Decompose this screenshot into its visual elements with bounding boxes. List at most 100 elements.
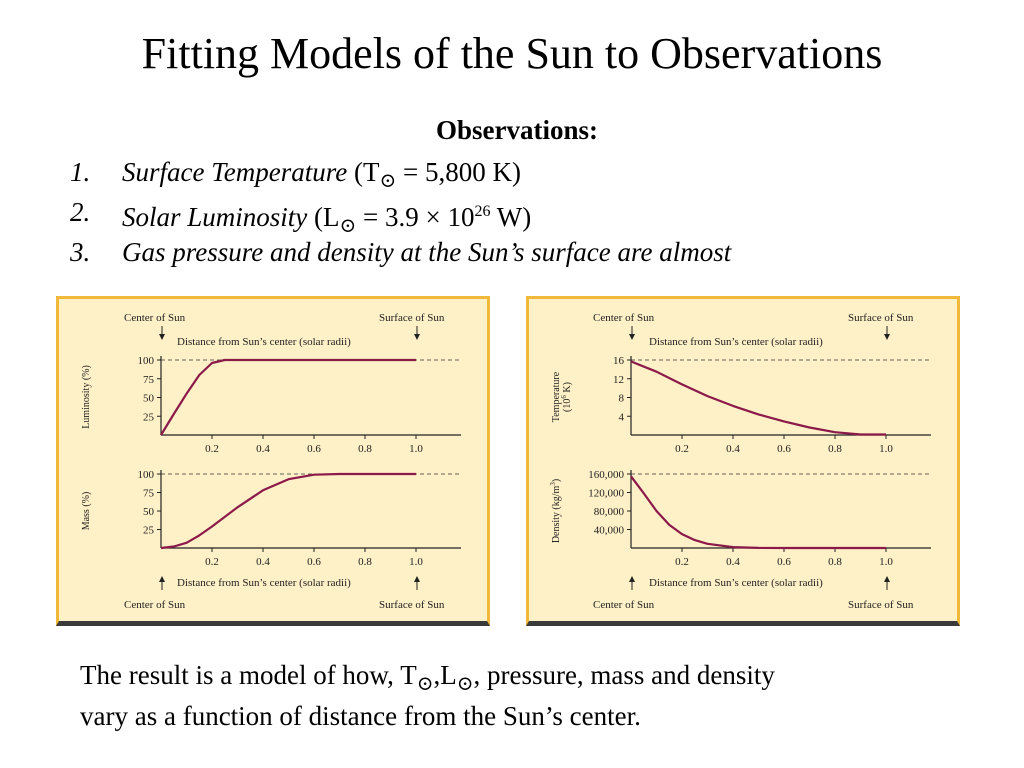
arrow-down-icon <box>159 334 165 340</box>
item-continuation: zero <box>122 265 168 277</box>
left-chart-panel: Center of Sun Surface of Sun Distance from… <box>56 296 490 626</box>
y-tick-label: 50 <box>143 393 155 405</box>
data-curve <box>160 472 416 550</box>
x-tick-label: 0.6 <box>307 556 321 568</box>
axis-caption: Distance from Sun’s center (solar radii) <box>177 336 351 348</box>
data-curve <box>630 360 886 436</box>
center-of-sun-label: Center of Sun <box>124 599 186 611</box>
x-tick-label: 0.2 <box>675 556 689 568</box>
axis-caption: Distance from Sun’s center (solar radii) <box>177 577 351 589</box>
x-tick-label: 0.6 <box>777 556 791 568</box>
x-tick-label: 1.0 <box>409 556 423 568</box>
y-axis-label-part: ) <box>551 479 562 482</box>
result-line2: vary as a function of distance from the … <box>80 701 641 731</box>
y-tick-label: 12 <box>613 374 624 386</box>
x-tick-label: 1.0 <box>409 443 423 455</box>
x-tick-label: 1.0 <box>879 556 893 568</box>
sun-symbol-icon: ⊙ <box>416 673 434 695</box>
y-axis-label-part: (10 <box>562 399 573 412</box>
surface-of-sun-label: Surface of Sun <box>379 599 445 611</box>
left-chart-svg: Center of Sun Surface of Sun Distance from… <box>81 312 461 611</box>
arrow-up-icon <box>414 576 420 582</box>
center-of-sun-label: Center of Sun <box>593 312 655 324</box>
x-tick-label: 0.2 <box>205 556 219 568</box>
arrow-up-icon <box>629 576 635 582</box>
y-tick-label: 8 <box>619 393 625 405</box>
observation-item-2: 2. Solar Luminosity (L⊙ = 3.9 × 1026 W) <box>70 195 950 237</box>
axis-caption: Distance from Sun’s center (solar radii) <box>649 577 823 589</box>
sun-symbol-icon: ⊙ <box>456 673 474 695</box>
y-axis-label-part: Temperature <box>551 371 562 422</box>
item-open: (T <box>347 157 380 187</box>
x-tick-label: 0.4 <box>256 556 270 568</box>
sun-symbol-icon: ⊙ <box>339 215 357 237</box>
right-chart-panel: Center of Sun Surface of Sun Distance from… <box>526 296 960 626</box>
x-tick-label: 0.8 <box>828 443 842 455</box>
observation-item-1: 1. Surface Temperature (T⊙ = 5,800 K) <box>70 155 950 195</box>
item-times: × 10 <box>418 202 475 232</box>
item-exponent: 26 <box>474 203 491 220</box>
right-chart-svg: Center of Sun Surface of Sun Distance from… <box>549 312 931 611</box>
y-tick-label: 50 <box>143 506 155 518</box>
arrow-down-icon <box>414 334 420 340</box>
x-tick-label: 0.6 <box>777 443 791 455</box>
y-axis-label-part: 6 <box>560 395 568 399</box>
y-axis-label-part: 3 <box>549 482 557 486</box>
item-open: (L <box>307 202 340 232</box>
x-tick-label: 0.4 <box>256 443 270 455</box>
result-part2: , pressure, mass and density <box>473 660 775 690</box>
y-axis-label-part: Luminosity (%) <box>81 365 92 429</box>
x-tick-label: 0.8 <box>358 443 372 455</box>
x-tick-label: 0.4 <box>726 443 740 455</box>
y-tick-label: 4 <box>619 411 625 423</box>
item-rest: = 5,800 K) <box>396 157 521 187</box>
surface-of-sun-label: Surface of Sun <box>848 312 914 324</box>
x-tick-label: 0.2 <box>675 443 689 455</box>
x-tick-label: 0.2 <box>205 443 219 455</box>
item-unit: W) <box>490 202 532 232</box>
item-number: 2. <box>70 197 91 227</box>
x-tick-label: 0.8 <box>828 556 842 568</box>
y-tick-label: 40,000 <box>594 525 625 537</box>
x-tick-label: 1.0 <box>879 443 893 455</box>
item-label: Gas pressure and density at the Sun’s su… <box>122 237 732 267</box>
arrow-down-icon <box>629 334 635 340</box>
y-axis-label: Temperature(106 K) <box>551 371 573 422</box>
arrow-up-icon <box>884 576 890 582</box>
y-tick-label: 160,000 <box>588 469 624 481</box>
y-tick-label: 80,000 <box>594 506 625 518</box>
observations-heading: Observations: <box>436 115 598 145</box>
sun-symbol-icon: ⊙ <box>379 170 397 192</box>
x-tick-label: 0.4 <box>726 556 740 568</box>
y-tick-label: 120,000 <box>588 488 624 500</box>
y-axis-label: Density (kg/m3) <box>549 479 562 543</box>
result-part1: The result is a model of how, T <box>80 660 417 690</box>
observation-item-3: 3. Gas pressure and density at the Sun’s… <box>70 235 950 277</box>
center-of-sun-label: Center of Sun <box>124 312 186 324</box>
y-tick-label: 16 <box>613 355 625 367</box>
arrow-down-icon <box>884 334 890 340</box>
y-tick-label: 75 <box>143 488 155 500</box>
item-label: Surface Temperature <box>122 157 348 187</box>
item-number: 3. <box>70 237 91 267</box>
y-tick-label: 25 <box>143 525 155 537</box>
x-tick-label: 0.6 <box>307 443 321 455</box>
y-axis-label: Luminosity (%) <box>81 365 92 429</box>
y-tick-label: 75 <box>143 374 155 386</box>
y-tick-label: 25 <box>143 411 155 423</box>
result-text: The result is a model of how, T⊙,L⊙, pre… <box>80 656 980 735</box>
center-of-sun-label: Center of Sun <box>593 599 655 611</box>
axis-caption: Distance from Sun’s center (solar radii) <box>649 336 823 348</box>
arrow-up-icon <box>159 576 165 582</box>
item-rest: = 3.9 <box>356 202 419 232</box>
y-axis-label-part: K) <box>562 382 573 395</box>
observations-list: 1. Surface Temperature (T⊙ = 5,800 K) 2.… <box>70 155 950 277</box>
y-axis-label: Mass (%) <box>81 492 92 531</box>
surface-of-sun-label: Surface of Sun <box>379 312 445 324</box>
surface-of-sun-label: Surface of Sun <box>848 599 914 611</box>
data-curve <box>630 475 886 550</box>
item-label: Solar Luminosity <box>122 202 308 232</box>
result-comma: ,L <box>433 660 457 690</box>
y-tick-label: 100 <box>138 469 155 481</box>
slide-title: Fitting Models of the Sun to Observation… <box>141 29 883 78</box>
